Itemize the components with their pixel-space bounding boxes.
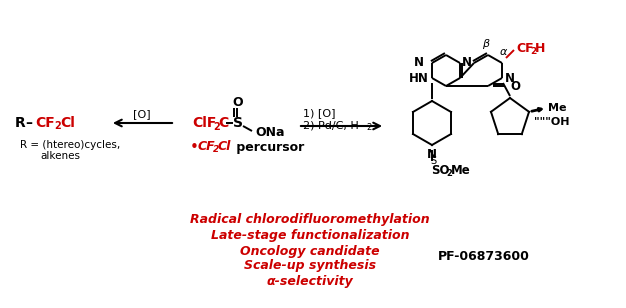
Text: Late-stage functionalization: Late-stage functionalization [211,229,409,242]
Text: N: N [505,71,515,84]
Text: Scale-up synthesis: Scale-up synthesis [244,260,376,273]
Text: [O]: [O] [133,109,151,119]
Text: C: C [218,116,228,130]
Text: percursor: percursor [232,140,304,153]
Text: Oncology candidate: Oncology candidate [240,245,380,257]
Text: 2: 2 [54,121,61,131]
Text: Ṡ: Ṡ [430,156,436,166]
Text: SO: SO [431,164,449,177]
Text: α: α [500,47,506,57]
Text: Me: Me [548,103,567,113]
Text: alkenes: alkenes [40,151,80,161]
Text: CF: CF [516,43,533,55]
Text: 2: 2 [213,121,220,132]
Text: PF-06873600: PF-06873600 [438,249,530,262]
Text: S: S [233,116,243,130]
Text: O: O [233,95,244,108]
Text: Me: Me [451,164,471,177]
Text: ONa: ONa [255,125,284,139]
Text: Radical chlorodifluoromethylation: Radical chlorodifluoromethylation [190,213,430,226]
Text: 1) [O]: 1) [O] [303,108,336,118]
Text: R: R [15,116,26,130]
Text: 2: 2 [530,47,536,56]
Text: 2: 2 [366,124,371,132]
Text: N: N [427,148,437,160]
Text: •: • [190,140,199,155]
Text: R = (htereo)cycles,: R = (htereo)cycles, [20,140,120,150]
Text: 2) Pd/C, H: 2) Pd/C, H [303,120,359,130]
Text: N: N [462,55,472,68]
Text: HN: HN [409,72,429,86]
Text: –: – [25,116,32,130]
Text: 2: 2 [213,145,219,155]
Text: 2: 2 [446,169,452,179]
Text: N: N [414,56,424,70]
Text: """OH: """OH [534,117,570,127]
Text: H: H [535,43,545,55]
Text: Cl: Cl [218,140,232,153]
Text: CF: CF [35,116,54,130]
Text: α-selectivity: α-selectivity [267,274,353,287]
Text: ClF: ClF [192,116,217,130]
Text: β: β [483,39,490,49]
Text: Cl: Cl [60,116,75,130]
Text: O: O [510,79,520,92]
Text: CF: CF [198,140,215,153]
